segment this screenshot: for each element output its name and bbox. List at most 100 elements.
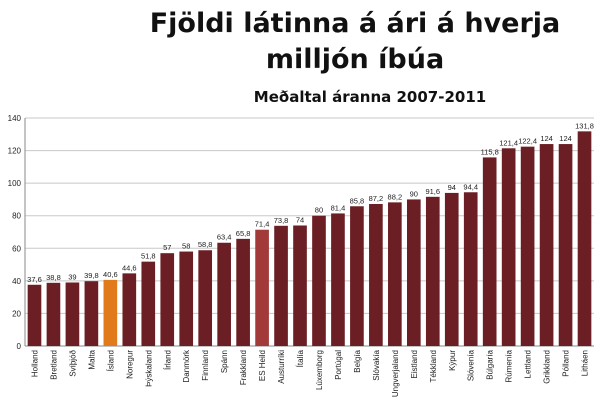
- x-axis-labels: Holland Bretland Svíþjóð Malta Ísland Noregur…: [30, 349, 589, 397]
- data-label: 58: [182, 242, 190, 251]
- bars: [27, 131, 592, 346]
- bar-3: [84, 281, 99, 346]
- x-tick-label: Lettland: [524, 350, 533, 378]
- data-label: 94: [448, 183, 456, 192]
- data-label: 74: [296, 215, 304, 224]
- x-tick-label: Eistland: [410, 350, 419, 378]
- x-tick-label: Kýpur: [448, 350, 457, 371]
- bar-15: [312, 215, 326, 346]
- x-tick-label: Búlgaría: [486, 349, 495, 379]
- x-tick-label: Grikkland: [543, 350, 552, 384]
- chart-title: Fjöldi látinna á ári á hverja milljón íb…: [149, 8, 561, 75]
- data-label: 94,4: [463, 182, 478, 191]
- x-tick-label: Lúxemborg: [315, 350, 324, 390]
- x-tick-label: Malta: [87, 349, 96, 369]
- data-label: 38,8: [46, 273, 61, 282]
- data-label: 57: [163, 243, 171, 252]
- bar-22: [444, 192, 459, 346]
- data-label: 39: [68, 272, 76, 281]
- bar-0: [27, 284, 42, 346]
- bar-24: [482, 157, 497, 346]
- bar-13: [274, 225, 288, 346]
- bar-12: [255, 229, 269, 346]
- data-label: 131,8: [575, 121, 594, 130]
- x-tick-label: Ísland: [106, 350, 115, 371]
- bar-28: [558, 144, 573, 346]
- data-label: 81,4: [331, 203, 346, 212]
- data-label: 40,6: [103, 270, 118, 279]
- y-axis: 0 20 40 60 80 100 120 140: [8, 114, 26, 351]
- y-tick-label: 60: [12, 244, 21, 253]
- x-tick-label: Holland: [30, 350, 39, 377]
- bar-8: [179, 251, 194, 346]
- bar-29: [577, 131, 592, 346]
- bar-26: [520, 146, 535, 346]
- data-labels: 37,6 38,8 39 39,8 40,6 44,6 51,8 57 58 58,8 63,4 65…: [27, 121, 594, 283]
- data-label: 51,8: [141, 252, 156, 261]
- y-tick-label: 100: [8, 179, 22, 188]
- x-tick-label: Finnland: [201, 350, 210, 381]
- bar-9: [198, 250, 213, 346]
- data-label: 73,8: [274, 216, 289, 225]
- gridlines: [25, 117, 594, 347]
- bar-14: [293, 225, 307, 346]
- x-tick-label: ES Heild: [258, 350, 267, 381]
- data-label: 65,8: [236, 229, 251, 238]
- data-label: 91,6: [425, 187, 440, 196]
- data-label: 124: [540, 134, 553, 143]
- bar-27: [539, 144, 554, 346]
- bar-10: [217, 242, 231, 346]
- x-tick-label: Litháen: [581, 350, 590, 376]
- x-tick-label: Portúgal: [334, 350, 343, 380]
- bar-21: [425, 196, 440, 346]
- x-tick-label: Austurríki: [277, 350, 286, 384]
- x-tick-label: Ungverjaland: [391, 350, 400, 397]
- y-tick-label: 20: [12, 309, 21, 318]
- bar-11: [236, 238, 250, 346]
- x-tick-label: Slóvakía: [372, 349, 381, 380]
- bar-7: [160, 253, 175, 346]
- x-tick-label: Írland: [163, 350, 172, 370]
- data-label: 87,2: [369, 194, 384, 203]
- data-label: 80: [315, 206, 323, 215]
- x-tick-label: Rúmenía: [505, 349, 514, 382]
- y-tick-label: 0: [17, 342, 22, 351]
- bar-16: [331, 213, 345, 346]
- bar-6: [141, 261, 156, 346]
- data-label: 90: [410, 189, 418, 198]
- bar-23: [463, 192, 478, 346]
- x-tick-label: Belgía: [353, 349, 362, 372]
- y-tick-label: 140: [8, 114, 22, 123]
- bar-17: [350, 206, 364, 346]
- bar-25: [501, 148, 516, 346]
- y-tick-label: 80: [12, 212, 21, 221]
- chart-subtitle: Meðaltal áranna 2007-2011: [253, 88, 487, 106]
- bar-18: [369, 203, 383, 346]
- bar-4: [103, 279, 118, 346]
- data-label: 58,8: [198, 240, 213, 249]
- data-label: 39,8: [84, 271, 99, 280]
- data-label: 63,4: [217, 233, 232, 242]
- x-tick-label: Noregur: [125, 350, 134, 379]
- x-tick-label: Pólland: [562, 350, 571, 377]
- x-tick-label: Slóvenía: [467, 349, 476, 381]
- bar-2: [65, 282, 80, 346]
- y-tick-label: 40: [12, 277, 21, 286]
- x-tick-label: Svíþjóð: [68, 349, 77, 376]
- data-label: 85,8: [350, 196, 365, 205]
- data-label: 44,6: [122, 263, 137, 272]
- data-label: 124: [559, 134, 572, 143]
- data-label: 37,6: [27, 275, 42, 284]
- data-label: 71,4: [255, 220, 270, 229]
- bar-20: [406, 199, 421, 346]
- data-label: 115,8: [481, 147, 499, 156]
- x-tick-label: Spánn: [220, 350, 229, 373]
- bar-5: [122, 273, 137, 346]
- bar-19: [388, 202, 402, 346]
- x-tick-label: Þýskaland: [144, 350, 153, 387]
- bar-1: [46, 282, 61, 346]
- data-label: 121,4: [499, 138, 518, 147]
- data-label: 88,2: [388, 192, 403, 201]
- x-tick-label: Bretland: [49, 350, 58, 380]
